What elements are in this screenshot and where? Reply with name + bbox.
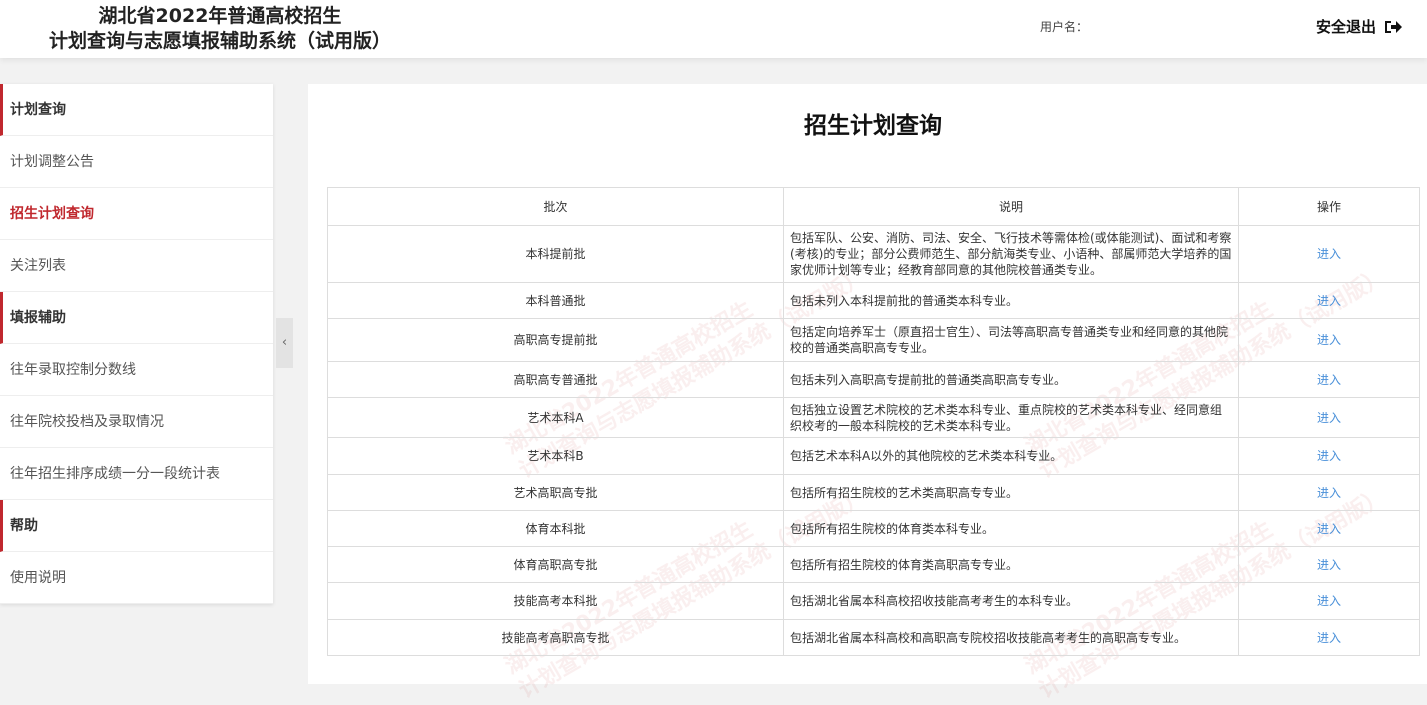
sidebar: 计划查询 计划调整公告 招生计划查询 关注列表 填报辅助 往年录取控制分数线 往年院校投档及… xyxy=(0,84,273,604)
title-line2: 计划查询与志愿填报辅助系统（试用版） xyxy=(48,30,391,52)
title-line1: 湖北省2022年普通高校招生 xyxy=(98,5,342,27)
desc-cell: 包括独立设置艺术院校的艺术类本科专业、重点院校的艺术类本科专业、经同意组织校考的… xyxy=(783,397,1239,438)
desc-cell: 包括所有招生院校的艺术类高职高专专业。 xyxy=(783,474,1239,511)
main-panel: 招生计划查询 湖北省2022年普通高校招生 计划查询与志愿填报辅助系统（试用版）湖… xyxy=(308,84,1427,704)
batch-cell: 体育本科批 xyxy=(327,510,784,547)
desc-cell: 包括未列入高职高专提前批的普通类高职高专专业。 xyxy=(783,361,1239,398)
sidebar-item[interactable]: 使用说明 xyxy=(0,552,273,604)
enter-link[interactable]: 进入 xyxy=(1238,474,1420,511)
enter-link[interactable]: 进入 xyxy=(1238,619,1420,656)
table-row: 体育本科批 包括所有招生院校的体育类本科专业。 进入 xyxy=(327,510,1420,547)
desc-cell: 包括定向培养军士（原直招士官生）、司法等高职高专普通类专业和经同意的其他院校的普… xyxy=(783,318,1239,362)
table-row: 本科提前批 包括军队、公安、消防、司法、安全、飞行技术等需体检(或体能测试)、面试… xyxy=(327,225,1420,283)
batch-cell: 本科提前批 xyxy=(327,225,784,283)
desc-cell: 包括湖北省属本科高校和高职高专院校招收技能高考考生的高职高专专业。 xyxy=(783,619,1239,656)
batch-cell: 技能高考本科批 xyxy=(327,582,784,620)
sidebar-item[interactable]: 招生计划查询 xyxy=(0,188,273,240)
enter-link[interactable]: 进入 xyxy=(1238,510,1420,547)
desc-cell: 包括湖北省属本科高校招收技能高考考生的本科专业。 xyxy=(783,582,1239,620)
sidebar-collapse-button[interactable]: ‹ xyxy=(276,318,293,368)
table-row: 艺术本科A 包括独立设置艺术院校的艺术类本科专业、重点院校的艺术类本科专业、经同意… xyxy=(327,397,1420,438)
enter-link[interactable]: 进入 xyxy=(1238,437,1420,475)
table-row: 体育高职高专批 包括所有招生院校的体育类高职高专专业。 进入 xyxy=(327,546,1420,583)
sidebar-item: 填报辅助 xyxy=(0,292,273,344)
batch-cell: 本科普通批 xyxy=(327,282,784,319)
enter-link[interactable]: 进入 xyxy=(1238,397,1420,438)
username-label: 用户名： xyxy=(1040,20,1089,34)
table-row: 本科普通批 包括未列入本科提前批的普通类本科专业。 进入 xyxy=(327,282,1420,319)
batch-cell: 高职高专普通批 xyxy=(327,361,784,398)
sidebar-item: 帮助 xyxy=(0,500,273,552)
desc-cell: 包括军队、公安、消防、司法、安全、飞行技术等需体检(或体能测试)、面试和考察(考… xyxy=(783,225,1239,283)
table-row: 艺术高职高专批 包括所有招生院校的艺术类高职高专专业。 进入 xyxy=(327,474,1420,511)
desc-cell: 包括未列入本科提前批的普通类本科专业。 xyxy=(783,282,1239,319)
header: 湖北省2022年普通高校招生 计划查询与志愿填报辅助系统（试用版） 用户名： 安… xyxy=(0,0,1427,58)
sidebar-item[interactable]: 往年招生排序成绩一分一段统计表 xyxy=(0,448,273,500)
column-header-desc: 说明 xyxy=(783,187,1239,226)
table-row: 技能高考高职高专批 包括湖北省属本科高校和高职高专院校招收技能高考考生的高职高专专… xyxy=(327,619,1420,656)
plan-table: 批次 说明 操作 本科提前批 包括军队、公安、消防、司法、安全、飞行技术等需体检(… xyxy=(327,187,1420,656)
page-title: 招生计划查询 xyxy=(804,113,942,139)
batch-cell: 艺术本科A xyxy=(327,397,784,438)
table-row: 技能高考本科批 包括湖北省属本科高校招收技能高考考生的本科专业。 进入 xyxy=(327,582,1420,620)
sidebar-item: 计划查询 xyxy=(0,84,273,136)
chevron-left-icon: ‹ xyxy=(281,335,288,350)
sidebar-item[interactable]: 计划调整公告 xyxy=(0,136,273,188)
desc-cell: 包括所有招生院校的体育类本科专业。 xyxy=(783,510,1239,547)
enter-link[interactable]: 进入 xyxy=(1238,582,1420,620)
sidebar-item[interactable]: 往年院校投档及录取情况 xyxy=(0,396,273,448)
table-row: 高职高专提前批 包括定向培养军士（原直招士官生）、司法等高职高专普通类专业和经同意… xyxy=(327,318,1420,362)
desc-cell: 包括所有招生院校的体育类高职高专专业。 xyxy=(783,546,1239,583)
column-header-action: 操作 xyxy=(1238,187,1420,226)
enter-link[interactable]: 进入 xyxy=(1238,546,1420,583)
table-row: 艺术本科B 包括艺术本科A以外的其他院校的艺术类本科专业。 进入 xyxy=(327,437,1420,475)
batch-cell: 技能高考高职高专批 xyxy=(327,619,784,656)
sign-out-icon xyxy=(1385,20,1403,33)
batch-cell: 体育高职高专批 xyxy=(327,546,784,583)
sidebar-item[interactable]: 关注列表 xyxy=(0,240,273,292)
desc-cell: 包括艺术本科A以外的其他院校的艺术类本科专业。 xyxy=(783,437,1239,475)
enter-link[interactable]: 进入 xyxy=(1238,318,1420,362)
column-header-batch: 批次 xyxy=(327,187,784,226)
logout-label: 安全退出 xyxy=(1316,18,1377,36)
logout-button[interactable]: 安全退出 xyxy=(1316,16,1403,37)
enter-link[interactable]: 进入 xyxy=(1238,282,1420,319)
batch-cell: 高职高专提前批 xyxy=(327,318,784,362)
enter-link[interactable]: 进入 xyxy=(1238,225,1420,283)
app-title: 湖北省2022年普通高校招生 计划查询与志愿填报辅助系统（试用版） xyxy=(40,4,400,54)
batch-cell: 艺术高职高专批 xyxy=(327,474,784,511)
sidebar-item[interactable]: 往年录取控制分数线 xyxy=(0,344,273,396)
enter-link[interactable]: 进入 xyxy=(1238,361,1420,398)
table-row: 高职高专普通批 包括未列入高职高专提前批的普通类高职高专专业。 进入 xyxy=(327,361,1420,398)
batch-cell: 艺术本科B xyxy=(327,437,784,475)
